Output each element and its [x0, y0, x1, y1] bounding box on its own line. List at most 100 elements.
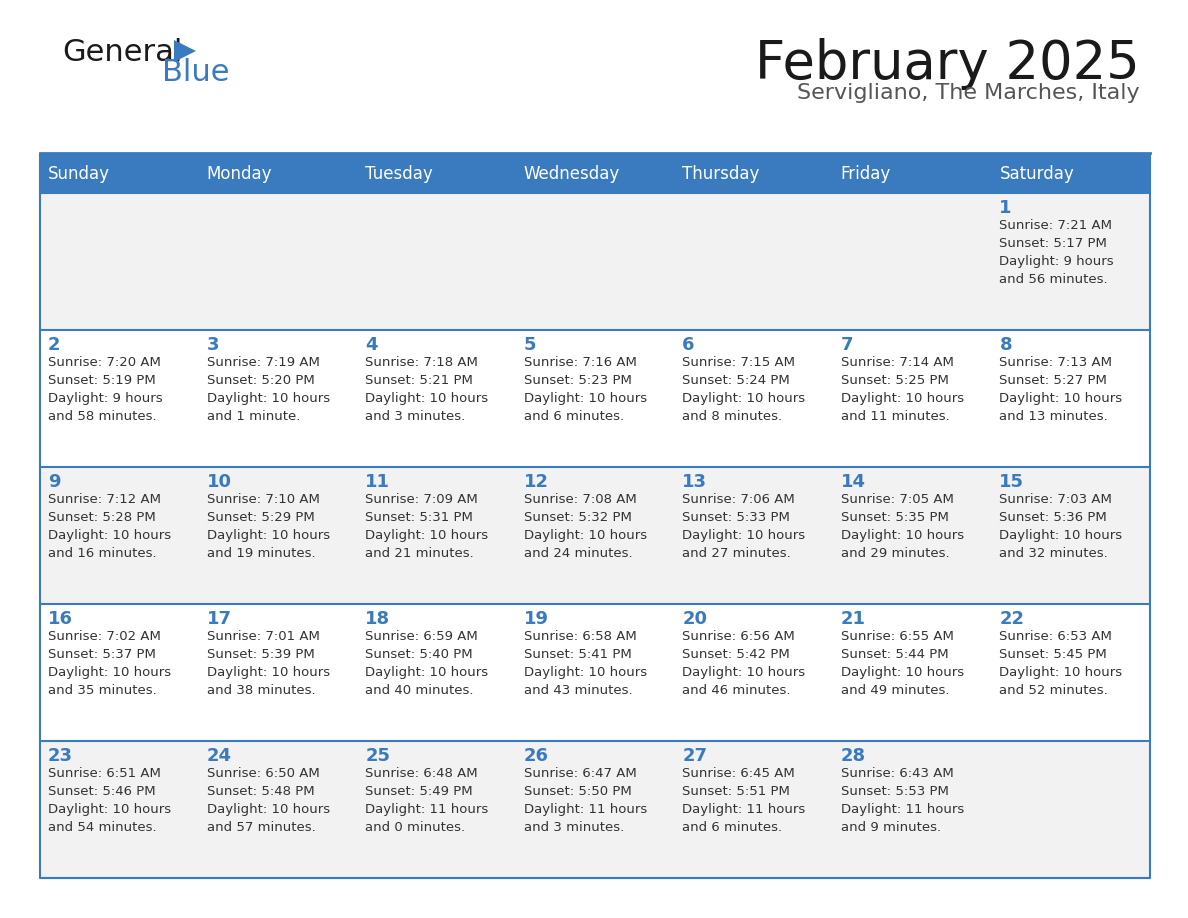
- Text: Sunrise: 7:16 AM
Sunset: 5:23 PM
Daylight: 10 hours
and 6 minutes.: Sunrise: 7:16 AM Sunset: 5:23 PM Dayligh…: [524, 356, 646, 423]
- Bar: [992, 741, 1150, 878]
- Bar: [358, 155, 516, 193]
- Bar: [833, 741, 992, 878]
- Text: Sunrise: 7:14 AM
Sunset: 5:25 PM
Daylight: 10 hours
and 11 minutes.: Sunrise: 7:14 AM Sunset: 5:25 PM Dayligh…: [841, 356, 963, 423]
- Text: Wednesday: Wednesday: [524, 165, 620, 183]
- Bar: [358, 193, 516, 330]
- Text: 22: 22: [999, 610, 1024, 628]
- Text: 28: 28: [841, 747, 866, 765]
- Bar: [40, 155, 198, 193]
- Text: Sunrise: 7:21 AM
Sunset: 5:17 PM
Daylight: 9 hours
and 56 minutes.: Sunrise: 7:21 AM Sunset: 5:17 PM Dayligh…: [999, 219, 1114, 286]
- Bar: [198, 741, 358, 878]
- Text: 16: 16: [48, 610, 72, 628]
- Text: General: General: [62, 38, 183, 67]
- Bar: [675, 741, 833, 878]
- Bar: [198, 330, 358, 467]
- Text: Sunrise: 6:56 AM
Sunset: 5:42 PM
Daylight: 10 hours
and 46 minutes.: Sunrise: 6:56 AM Sunset: 5:42 PM Dayligh…: [682, 630, 805, 697]
- Bar: [198, 604, 358, 741]
- Text: Sunrise: 7:09 AM
Sunset: 5:31 PM
Daylight: 10 hours
and 21 minutes.: Sunrise: 7:09 AM Sunset: 5:31 PM Dayligh…: [365, 493, 488, 560]
- Text: Sunrise: 6:58 AM
Sunset: 5:41 PM
Daylight: 10 hours
and 43 minutes.: Sunrise: 6:58 AM Sunset: 5:41 PM Dayligh…: [524, 630, 646, 697]
- Text: 26: 26: [524, 747, 549, 765]
- Bar: [358, 467, 516, 604]
- Bar: [40, 604, 198, 741]
- Text: 18: 18: [365, 610, 391, 628]
- Text: February 2025: February 2025: [756, 38, 1140, 90]
- Bar: [516, 330, 675, 467]
- Text: 1: 1: [999, 199, 1012, 217]
- Text: Sunday: Sunday: [48, 165, 110, 183]
- Bar: [516, 193, 675, 330]
- Bar: [675, 193, 833, 330]
- Text: 15: 15: [999, 473, 1024, 491]
- Text: Sunrise: 7:13 AM
Sunset: 5:27 PM
Daylight: 10 hours
and 13 minutes.: Sunrise: 7:13 AM Sunset: 5:27 PM Dayligh…: [999, 356, 1123, 423]
- Text: Sunrise: 7:15 AM
Sunset: 5:24 PM
Daylight: 10 hours
and 8 minutes.: Sunrise: 7:15 AM Sunset: 5:24 PM Dayligh…: [682, 356, 805, 423]
- Text: Sunrise: 6:47 AM
Sunset: 5:50 PM
Daylight: 11 hours
and 3 minutes.: Sunrise: 6:47 AM Sunset: 5:50 PM Dayligh…: [524, 767, 647, 834]
- Bar: [675, 467, 833, 604]
- Bar: [516, 155, 675, 193]
- Bar: [833, 193, 992, 330]
- Text: Friday: Friday: [841, 165, 891, 183]
- Bar: [198, 155, 358, 193]
- Text: Sunrise: 6:53 AM
Sunset: 5:45 PM
Daylight: 10 hours
and 52 minutes.: Sunrise: 6:53 AM Sunset: 5:45 PM Dayligh…: [999, 630, 1123, 697]
- Text: Blue: Blue: [162, 58, 229, 87]
- Bar: [675, 604, 833, 741]
- Text: Saturday: Saturday: [999, 165, 1074, 183]
- Text: Monday: Monday: [207, 165, 272, 183]
- Text: Sunrise: 7:10 AM
Sunset: 5:29 PM
Daylight: 10 hours
and 19 minutes.: Sunrise: 7:10 AM Sunset: 5:29 PM Dayligh…: [207, 493, 330, 560]
- Text: 10: 10: [207, 473, 232, 491]
- Text: Sunrise: 6:43 AM
Sunset: 5:53 PM
Daylight: 11 hours
and 9 minutes.: Sunrise: 6:43 AM Sunset: 5:53 PM Dayligh…: [841, 767, 965, 834]
- Text: Sunrise: 7:20 AM
Sunset: 5:19 PM
Daylight: 9 hours
and 58 minutes.: Sunrise: 7:20 AM Sunset: 5:19 PM Dayligh…: [48, 356, 163, 423]
- Text: Sunrise: 7:19 AM
Sunset: 5:20 PM
Daylight: 10 hours
and 1 minute.: Sunrise: 7:19 AM Sunset: 5:20 PM Dayligh…: [207, 356, 330, 423]
- Text: Sunrise: 7:18 AM
Sunset: 5:21 PM
Daylight: 10 hours
and 3 minutes.: Sunrise: 7:18 AM Sunset: 5:21 PM Dayligh…: [365, 356, 488, 423]
- Bar: [516, 741, 675, 878]
- Text: Sunrise: 7:12 AM
Sunset: 5:28 PM
Daylight: 10 hours
and 16 minutes.: Sunrise: 7:12 AM Sunset: 5:28 PM Dayligh…: [48, 493, 171, 560]
- Bar: [833, 604, 992, 741]
- Text: Tuesday: Tuesday: [365, 165, 432, 183]
- Text: 25: 25: [365, 747, 390, 765]
- Bar: [40, 741, 198, 878]
- Text: 6: 6: [682, 336, 695, 354]
- Text: 27: 27: [682, 747, 707, 765]
- Text: Sunrise: 6:48 AM
Sunset: 5:49 PM
Daylight: 11 hours
and 0 minutes.: Sunrise: 6:48 AM Sunset: 5:49 PM Dayligh…: [365, 767, 488, 834]
- Text: Sunrise: 7:06 AM
Sunset: 5:33 PM
Daylight: 10 hours
and 27 minutes.: Sunrise: 7:06 AM Sunset: 5:33 PM Dayligh…: [682, 493, 805, 560]
- Text: Thursday: Thursday: [682, 165, 759, 183]
- Text: Sunrise: 7:03 AM
Sunset: 5:36 PM
Daylight: 10 hours
and 32 minutes.: Sunrise: 7:03 AM Sunset: 5:36 PM Dayligh…: [999, 493, 1123, 560]
- Text: 14: 14: [841, 473, 866, 491]
- Text: 13: 13: [682, 473, 707, 491]
- Bar: [992, 193, 1150, 330]
- Text: Sunrise: 6:45 AM
Sunset: 5:51 PM
Daylight: 11 hours
and 6 minutes.: Sunrise: 6:45 AM Sunset: 5:51 PM Dayligh…: [682, 767, 805, 834]
- Text: 11: 11: [365, 473, 390, 491]
- Text: 17: 17: [207, 610, 232, 628]
- Bar: [40, 193, 198, 330]
- Text: Sunrise: 6:59 AM
Sunset: 5:40 PM
Daylight: 10 hours
and 40 minutes.: Sunrise: 6:59 AM Sunset: 5:40 PM Dayligh…: [365, 630, 488, 697]
- Text: 3: 3: [207, 336, 219, 354]
- Text: 19: 19: [524, 610, 549, 628]
- Polygon shape: [173, 40, 196, 62]
- Text: 12: 12: [524, 473, 549, 491]
- Bar: [992, 155, 1150, 193]
- Bar: [40, 330, 198, 467]
- Text: Sunrise: 6:51 AM
Sunset: 5:46 PM
Daylight: 10 hours
and 54 minutes.: Sunrise: 6:51 AM Sunset: 5:46 PM Dayligh…: [48, 767, 171, 834]
- Bar: [833, 330, 992, 467]
- Bar: [833, 155, 992, 193]
- Bar: [358, 741, 516, 878]
- Text: 4: 4: [365, 336, 378, 354]
- Bar: [198, 193, 358, 330]
- Bar: [358, 330, 516, 467]
- Bar: [516, 604, 675, 741]
- Text: Sunrise: 7:02 AM
Sunset: 5:37 PM
Daylight: 10 hours
and 35 minutes.: Sunrise: 7:02 AM Sunset: 5:37 PM Dayligh…: [48, 630, 171, 697]
- Text: Sunrise: 6:50 AM
Sunset: 5:48 PM
Daylight: 10 hours
and 57 minutes.: Sunrise: 6:50 AM Sunset: 5:48 PM Dayligh…: [207, 767, 330, 834]
- Text: 20: 20: [682, 610, 707, 628]
- Text: Sunrise: 7:08 AM
Sunset: 5:32 PM
Daylight: 10 hours
and 24 minutes.: Sunrise: 7:08 AM Sunset: 5:32 PM Dayligh…: [524, 493, 646, 560]
- Bar: [992, 604, 1150, 741]
- Bar: [675, 155, 833, 193]
- Text: 23: 23: [48, 747, 72, 765]
- Bar: [992, 467, 1150, 604]
- Bar: [40, 467, 198, 604]
- Text: Sunrise: 7:05 AM
Sunset: 5:35 PM
Daylight: 10 hours
and 29 minutes.: Sunrise: 7:05 AM Sunset: 5:35 PM Dayligh…: [841, 493, 963, 560]
- Text: Servigliano, The Marches, Italy: Servigliano, The Marches, Italy: [797, 83, 1140, 103]
- Bar: [675, 330, 833, 467]
- Text: 5: 5: [524, 336, 536, 354]
- Bar: [516, 467, 675, 604]
- Bar: [198, 467, 358, 604]
- Text: 2: 2: [48, 336, 61, 354]
